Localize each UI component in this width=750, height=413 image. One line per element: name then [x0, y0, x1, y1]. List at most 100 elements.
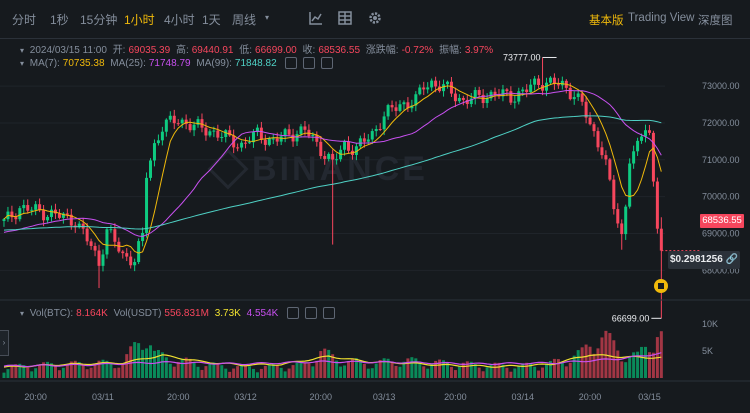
candle[interactable]	[228, 130, 232, 136]
volume-bar[interactable]	[180, 358, 184, 378]
candle[interactable]	[446, 81, 449, 85]
candle[interactable]	[224, 130, 228, 137]
volume-bar[interactable]	[38, 364, 42, 378]
candle[interactable]	[624, 206, 628, 235]
candle[interactable]	[303, 126, 307, 130]
volume-bar[interactable]	[200, 369, 204, 378]
candle[interactable]	[65, 213, 69, 215]
candle[interactable]	[640, 136, 644, 141]
candle[interactable]	[168, 115, 172, 120]
candle[interactable]	[529, 84, 533, 93]
candle[interactable]	[410, 105, 414, 109]
candle[interactable]	[366, 139, 370, 142]
candle[interactable]	[378, 128, 382, 130]
candle[interactable]	[596, 131, 600, 148]
candle[interactable]	[616, 209, 620, 224]
candle[interactable]	[101, 254, 105, 266]
volume-bar[interactable]	[160, 352, 164, 378]
interval-tab-5[interactable]: 4小时	[164, 13, 195, 27]
volume-bar[interactable]	[347, 361, 350, 378]
candle[interactable]	[374, 128, 378, 132]
candle[interactable]	[180, 119, 184, 124]
volume-bar[interactable]	[30, 371, 34, 378]
candle[interactable]	[576, 93, 580, 98]
candle[interactable]	[449, 81, 453, 94]
volume-bar[interactable]	[545, 363, 548, 378]
candle[interactable]	[426, 87, 430, 90]
candle[interactable]	[255, 127, 259, 133]
candle[interactable]	[22, 205, 26, 209]
volume-bar[interactable]	[651, 352, 655, 378]
candle[interactable]	[283, 129, 287, 137]
volume-bar[interactable]	[204, 366, 208, 378]
candle[interactable]	[145, 177, 149, 233]
volume-bar[interactable]	[426, 368, 430, 378]
candle[interactable]	[517, 91, 521, 102]
indicator-chart-icon[interactable]	[308, 10, 324, 26]
candle[interactable]	[299, 126, 303, 135]
volume-bar[interactable]	[552, 358, 556, 378]
volume-bar[interactable]	[251, 368, 255, 378]
candle[interactable]	[402, 102, 406, 105]
volume-bar[interactable]	[541, 367, 545, 378]
gear-icon[interactable]	[367, 10, 383, 26]
volume-bar[interactable]	[339, 366, 343, 378]
volume-bar[interactable]	[517, 365, 521, 378]
candle[interactable]	[644, 130, 647, 137]
volume-bar[interactable]	[81, 365, 85, 378]
candle[interactable]	[164, 119, 168, 132]
volume-bar[interactable]	[560, 361, 564, 378]
volume-bar[interactable]	[453, 370, 457, 378]
position-label[interactable]: $0.2981256 🔗	[668, 251, 740, 269]
candle[interactable]	[204, 127, 208, 136]
candle[interactable]	[556, 84, 560, 86]
volume-bar[interactable]	[34, 368, 38, 378]
candle[interactable]	[200, 119, 204, 128]
volume-bar[interactable]	[42, 362, 46, 378]
volume-bar[interactable]	[101, 359, 105, 378]
candle[interactable]	[105, 229, 109, 255]
volume-bar[interactable]	[283, 371, 287, 378]
volume-bar[interactable]	[224, 368, 228, 378]
candle[interactable]	[42, 210, 46, 221]
candle[interactable]	[418, 87, 422, 95]
volume-bar[interactable]	[647, 352, 651, 378]
candle[interactable]	[331, 153, 335, 160]
candlestick-chart[interactable]: BINANCE73777.0066699.0073000.0072000.007…	[0, 38, 750, 413]
collapse-icon[interactable]: ▾	[20, 58, 25, 68]
candle[interactable]	[434, 80, 438, 87]
candle[interactable]	[521, 89, 525, 92]
candle[interactable]	[592, 124, 596, 132]
volume-bar[interactable]	[568, 362, 572, 378]
volume-bar[interactable]	[596, 348, 600, 378]
candle[interactable]	[655, 181, 659, 229]
volume-bar[interactable]	[604, 330, 608, 378]
candle[interactable]	[406, 102, 410, 109]
candle[interactable]	[370, 131, 374, 140]
candle[interactable]	[548, 77, 552, 83]
volume-bar[interactable]	[22, 365, 26, 378]
volume-bar[interactable]	[335, 360, 339, 378]
candle[interactable]	[263, 139, 267, 145]
candle[interactable]	[156, 140, 160, 144]
candle[interactable]	[501, 89, 505, 97]
volume-bar[interactable]	[152, 350, 156, 378]
volume-bar[interactable]	[137, 343, 141, 378]
volume-bar[interactable]	[279, 367, 283, 378]
candle[interactable]	[279, 136, 283, 142]
volume-bar[interactable]	[61, 367, 65, 378]
volume-bar[interactable]	[168, 363, 172, 378]
candle[interactable]	[533, 78, 537, 85]
candle[interactable]	[394, 107, 398, 111]
volume-bar[interactable]	[196, 366, 200, 378]
collapse-icon[interactable]: ▾	[20, 46, 25, 55]
candle[interactable]	[152, 143, 156, 161]
candle[interactable]	[659, 228, 663, 251]
candle[interactable]	[422, 87, 426, 90]
volume-bar[interactable]	[291, 365, 295, 378]
volume-bar[interactable]	[184, 357, 188, 378]
interval-tab-1[interactable]: 分时	[12, 13, 37, 27]
candle[interactable]	[117, 241, 121, 252]
candle[interactable]	[358, 138, 362, 147]
volume-bar[interactable]	[271, 363, 275, 378]
